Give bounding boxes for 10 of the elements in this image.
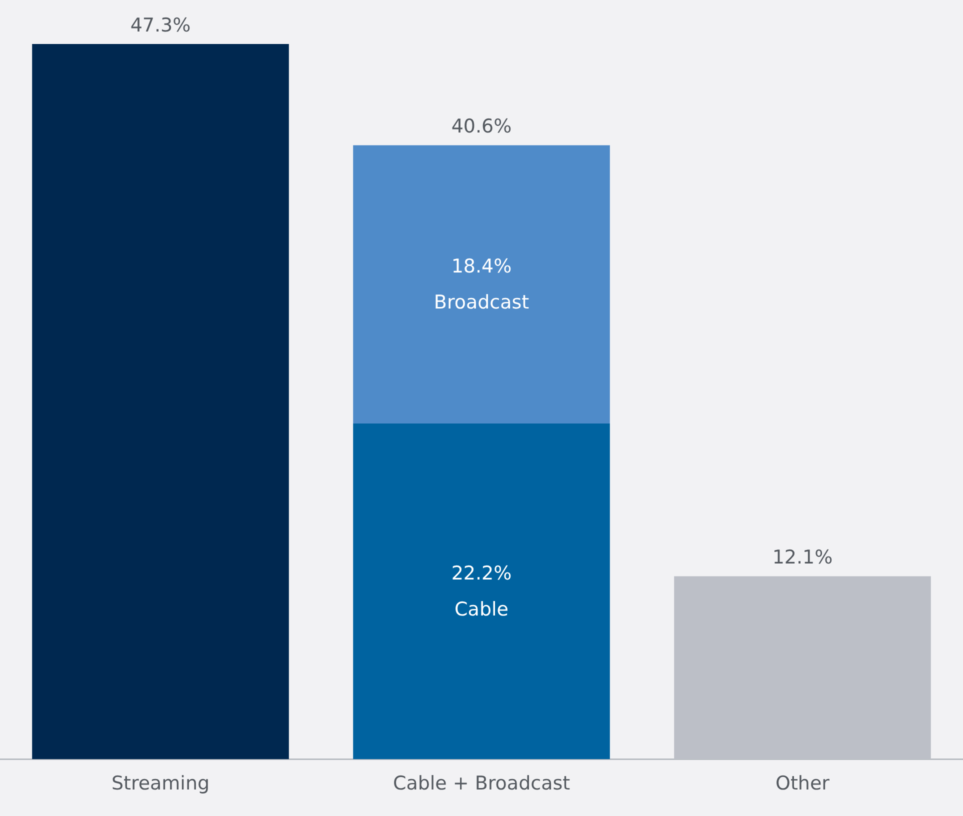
total-label: 47.3%	[130, 14, 191, 36]
series-label: Broadcast	[434, 291, 530, 314]
total-label: 40.6%	[451, 116, 512, 138]
data-label: 18.4%	[451, 255, 512, 278]
total-label: 12.1%	[772, 546, 833, 569]
x-tick-label: Cable + Broadcast	[392, 772, 570, 795]
data-label: 22.2%	[451, 562, 512, 584]
x-tick-label: Other	[776, 772, 830, 795]
x-tick-label: Streaming	[111, 772, 210, 795]
series-label: Cable	[454, 598, 508, 620]
